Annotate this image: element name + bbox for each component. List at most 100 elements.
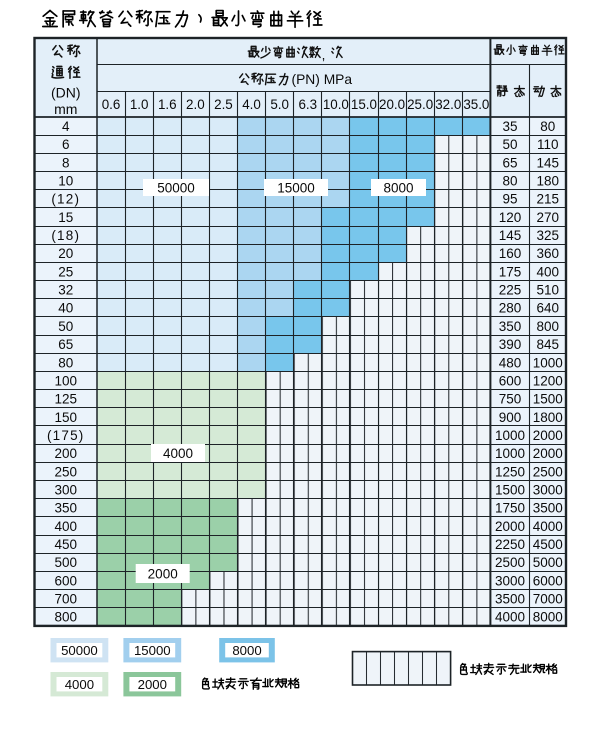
- svg-text:20: 20: [58, 246, 73, 261]
- svg-text:250: 250: [54, 464, 77, 479]
- svg-text:3000: 3000: [495, 573, 525, 588]
- svg-text:50: 50: [502, 137, 517, 152]
- svg-text:4000: 4000: [533, 519, 563, 534]
- svg-text:350: 350: [499, 319, 522, 334]
- svg-text:4: 4: [62, 119, 70, 134]
- svg-text:125: 125: [54, 392, 77, 407]
- svg-text:160: 160: [499, 246, 522, 261]
- svg-text:35.0: 35.0: [463, 97, 489, 112]
- svg-text:450: 450: [54, 537, 77, 552]
- svg-text:80: 80: [502, 174, 517, 189]
- svg-text:510: 510: [537, 283, 560, 298]
- svg-text:65: 65: [58, 337, 73, 352]
- svg-text:800: 800: [54, 610, 77, 625]
- svg-text:600: 600: [499, 373, 522, 388]
- svg-text:15: 15: [58, 210, 73, 225]
- svg-text:2000: 2000: [495, 519, 525, 534]
- svg-text:1000: 1000: [495, 446, 525, 461]
- svg-text:700: 700: [54, 592, 77, 607]
- svg-text:4500: 4500: [533, 537, 563, 552]
- svg-text:15.0: 15.0: [351, 97, 377, 112]
- svg-text:145: 145: [499, 228, 522, 243]
- svg-text:1.0: 1.0: [130, 97, 149, 112]
- svg-text:25: 25: [58, 264, 73, 279]
- svg-text:40: 40: [58, 301, 73, 316]
- svg-text:750: 750: [499, 392, 522, 407]
- svg-text:1000: 1000: [495, 428, 525, 443]
- svg-text:32: 32: [58, 283, 73, 298]
- svg-text:6: 6: [62, 137, 70, 152]
- svg-text:50: 50: [58, 319, 73, 334]
- svg-text:500: 500: [54, 555, 77, 570]
- svg-text:(175): (175): [47, 428, 85, 443]
- svg-text:32.0: 32.0: [435, 97, 461, 112]
- svg-text:(12): (12): [51, 192, 80, 207]
- svg-text:2000: 2000: [138, 677, 167, 692]
- svg-text:1800: 1800: [533, 410, 563, 425]
- svg-text:50000: 50000: [61, 643, 98, 658]
- svg-text:65: 65: [502, 155, 517, 170]
- svg-text:2.5: 2.5: [214, 97, 233, 112]
- svg-text:1500: 1500: [495, 482, 525, 497]
- svg-text:100: 100: [54, 373, 77, 388]
- svg-text:325: 325: [537, 228, 560, 243]
- svg-text:95: 95: [502, 192, 517, 207]
- svg-text:2500: 2500: [533, 464, 563, 479]
- svg-text:900: 900: [499, 410, 522, 425]
- svg-text:8000: 8000: [232, 643, 261, 658]
- svg-text:2.0: 2.0: [186, 97, 205, 112]
- svg-text:180: 180: [537, 174, 560, 189]
- svg-text:215: 215: [537, 192, 560, 207]
- svg-text:,: ,: [322, 48, 326, 63]
- svg-text:200: 200: [54, 446, 77, 461]
- svg-text:2000: 2000: [148, 567, 178, 582]
- svg-text:8000: 8000: [533, 610, 563, 625]
- svg-text:110: 110: [537, 137, 559, 152]
- svg-text:1750: 1750: [495, 501, 525, 516]
- svg-text:150: 150: [54, 410, 77, 425]
- svg-text:1200: 1200: [533, 373, 563, 388]
- svg-text:1250: 1250: [495, 464, 525, 479]
- svg-text:350: 350: [54, 501, 77, 516]
- svg-text:(PN) MPa: (PN) MPa: [292, 72, 353, 87]
- svg-text:2000: 2000: [533, 428, 563, 443]
- svg-text:390: 390: [499, 337, 522, 352]
- svg-text:280: 280: [499, 301, 522, 316]
- svg-text:120: 120: [499, 210, 522, 225]
- svg-text:800: 800: [537, 319, 560, 334]
- svg-text:480: 480: [499, 355, 522, 370]
- svg-text:50000: 50000: [157, 181, 195, 196]
- svg-text:mm: mm: [54, 101, 77, 117]
- svg-text:1000: 1000: [533, 355, 563, 370]
- svg-text:640: 640: [537, 301, 560, 316]
- svg-text:6.3: 6.3: [298, 97, 317, 112]
- svg-text:225: 225: [499, 283, 522, 298]
- svg-text:3500: 3500: [495, 592, 525, 607]
- svg-text:145: 145: [537, 155, 560, 170]
- svg-text:5000: 5000: [533, 555, 563, 570]
- svg-text:4.0: 4.0: [242, 97, 261, 112]
- svg-text:2250: 2250: [495, 537, 525, 552]
- svg-text:20.0: 20.0: [379, 97, 405, 112]
- svg-text:4000: 4000: [163, 446, 193, 461]
- svg-text:360: 360: [537, 246, 560, 261]
- svg-text:400: 400: [54, 519, 77, 534]
- svg-text:2000: 2000: [533, 446, 563, 461]
- svg-text:1500: 1500: [533, 392, 563, 407]
- svg-text:25.0: 25.0: [407, 97, 433, 112]
- svg-text:400: 400: [537, 264, 560, 279]
- svg-text:3500: 3500: [533, 501, 563, 516]
- svg-text:300: 300: [54, 482, 77, 497]
- svg-text:2500: 2500: [495, 555, 525, 570]
- svg-text:4000: 4000: [65, 677, 94, 692]
- svg-text:10: 10: [58, 174, 73, 189]
- svg-text:(18): (18): [51, 228, 80, 243]
- svg-text:3000: 3000: [533, 482, 563, 497]
- svg-text:4000: 4000: [495, 610, 525, 625]
- svg-text:15000: 15000: [134, 643, 171, 658]
- svg-text:1.6: 1.6: [158, 97, 177, 112]
- svg-text:35: 35: [502, 119, 517, 134]
- svg-text:6000: 6000: [533, 573, 563, 588]
- svg-text:15000: 15000: [277, 181, 315, 196]
- svg-text:0.6: 0.6: [102, 97, 121, 112]
